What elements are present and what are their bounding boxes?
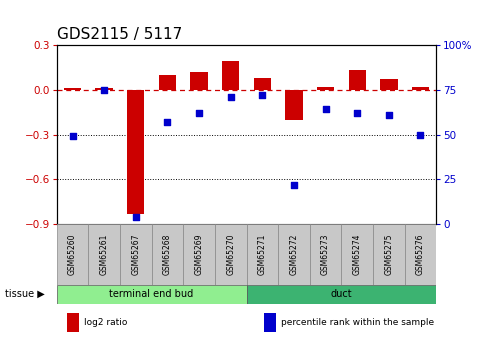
Bar xyxy=(405,224,436,285)
Bar xyxy=(159,75,176,90)
Point xyxy=(164,119,172,125)
Text: duct: duct xyxy=(331,289,352,299)
Bar xyxy=(222,61,240,90)
Bar xyxy=(183,224,215,285)
Bar xyxy=(127,90,144,214)
Point xyxy=(321,107,329,112)
Bar xyxy=(310,224,341,285)
Text: log2 ratio: log2 ratio xyxy=(84,318,127,327)
Text: GSM65269: GSM65269 xyxy=(195,234,204,275)
Text: GSM65272: GSM65272 xyxy=(289,234,298,275)
Point xyxy=(132,214,140,220)
Text: GSM65267: GSM65267 xyxy=(131,234,141,275)
Text: GSM65270: GSM65270 xyxy=(226,234,235,275)
Text: GSM65268: GSM65268 xyxy=(163,234,172,275)
Text: percentile rank within the sample: percentile rank within the sample xyxy=(281,318,434,327)
Bar xyxy=(152,224,183,285)
Bar xyxy=(380,79,397,90)
Bar xyxy=(278,224,310,285)
Text: GDS2115 / 5117: GDS2115 / 5117 xyxy=(57,27,182,42)
Text: GSM65273: GSM65273 xyxy=(321,234,330,275)
Point xyxy=(227,94,235,100)
Bar xyxy=(120,224,152,285)
Bar xyxy=(190,72,208,90)
Bar xyxy=(285,90,303,120)
Text: GSM65271: GSM65271 xyxy=(258,234,267,275)
Text: terminal end bud: terminal end bud xyxy=(109,289,194,299)
Bar xyxy=(412,87,429,90)
Bar xyxy=(264,313,276,332)
Bar xyxy=(246,285,436,304)
Bar xyxy=(246,224,278,285)
Text: GSM65274: GSM65274 xyxy=(352,234,362,275)
Bar xyxy=(57,285,246,304)
Point xyxy=(100,87,108,92)
Point xyxy=(290,182,298,188)
Bar xyxy=(253,78,271,90)
Bar xyxy=(215,224,246,285)
Text: GSM65260: GSM65260 xyxy=(68,234,77,275)
Bar xyxy=(64,88,81,90)
Point xyxy=(385,112,393,118)
Point xyxy=(195,110,203,116)
Point xyxy=(69,134,76,139)
Point xyxy=(353,110,361,116)
Bar xyxy=(88,224,120,285)
Point xyxy=(258,92,266,98)
Text: GSM65276: GSM65276 xyxy=(416,234,425,275)
Bar xyxy=(373,224,405,285)
Bar xyxy=(349,70,366,90)
Bar xyxy=(67,313,79,332)
Bar xyxy=(317,87,334,90)
Point xyxy=(417,132,424,137)
Bar xyxy=(341,224,373,285)
Bar xyxy=(96,88,113,90)
Text: GSM65275: GSM65275 xyxy=(385,234,393,275)
Bar xyxy=(57,224,88,285)
Text: tissue ▶: tissue ▶ xyxy=(5,289,45,299)
Text: GSM65261: GSM65261 xyxy=(100,234,108,275)
